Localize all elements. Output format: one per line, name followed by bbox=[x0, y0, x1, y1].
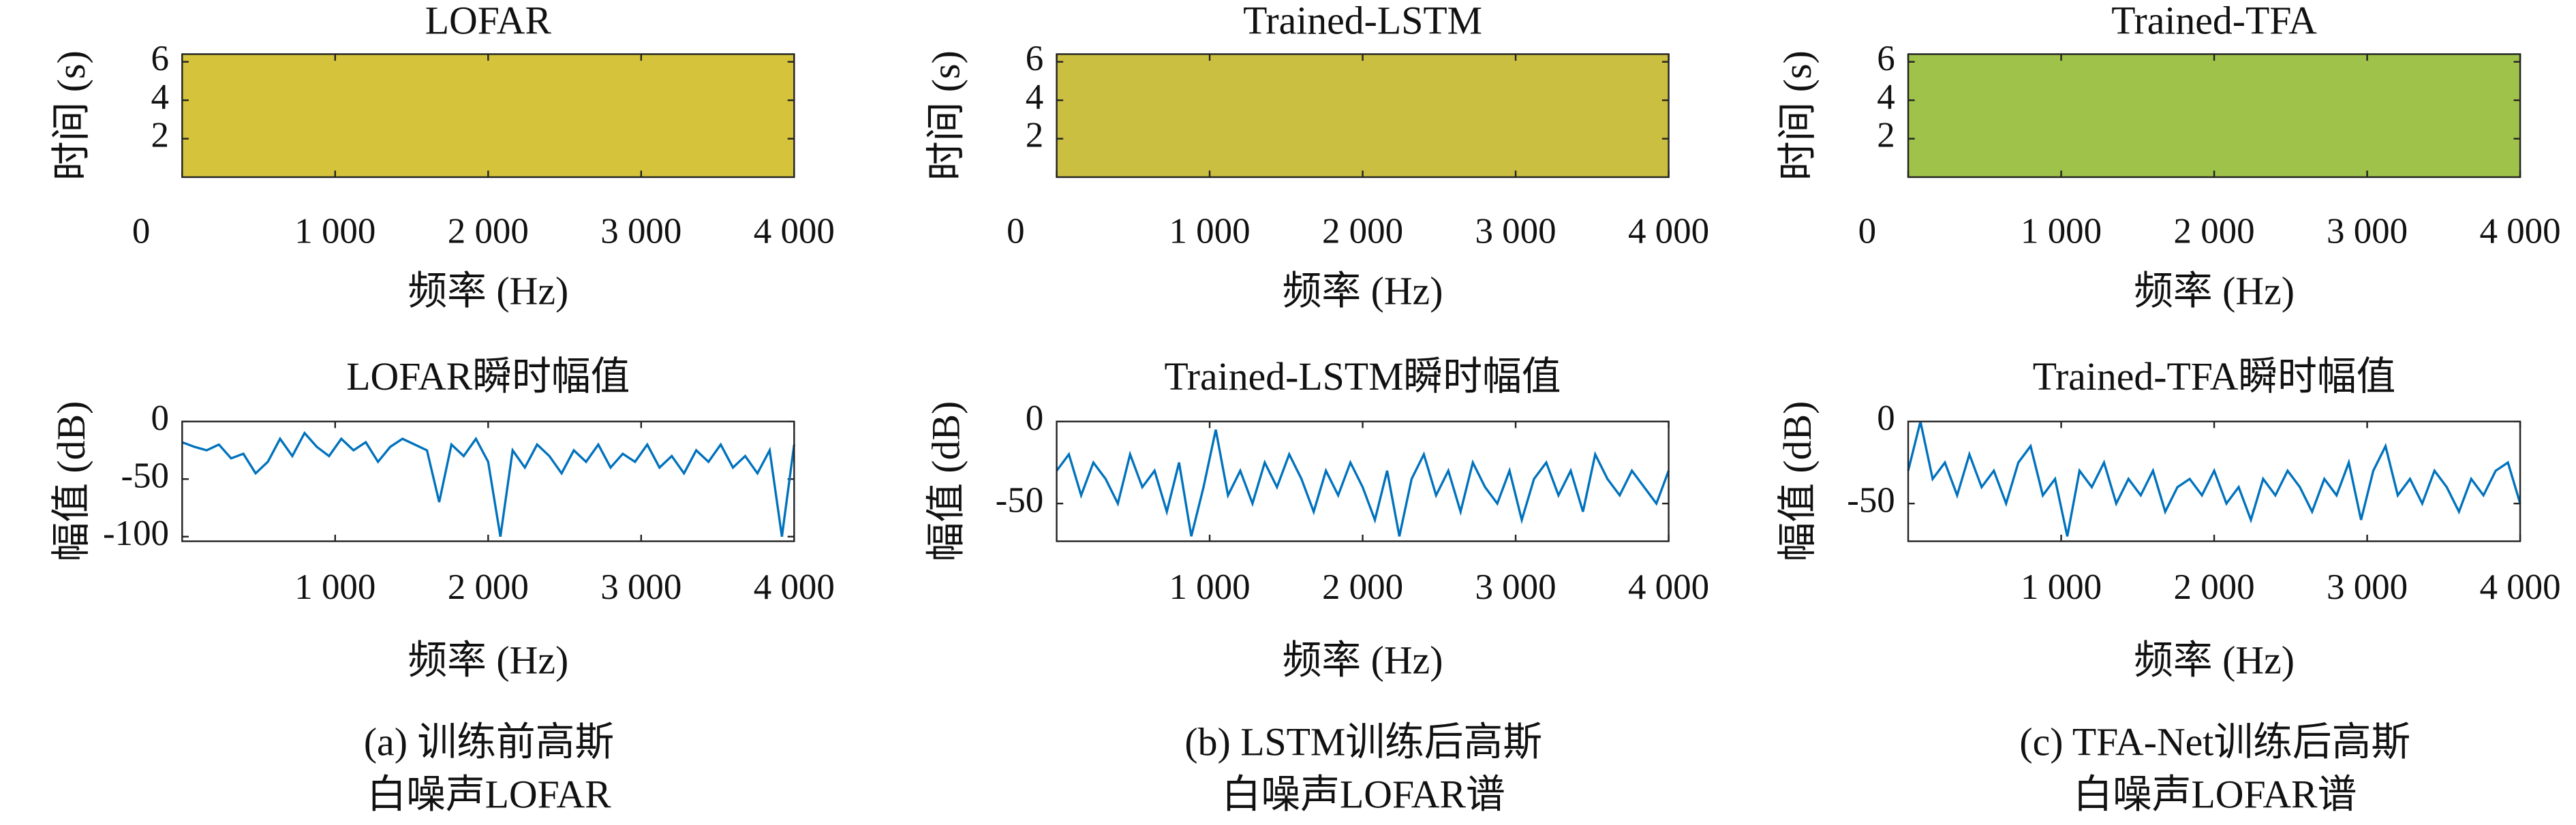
x-tick-label: 4 000 bbox=[754, 211, 835, 251]
x-tick-label: 4 000 bbox=[1628, 567, 1709, 607]
y-tick-label: -100 bbox=[103, 514, 169, 553]
x-tick-label: 3 000 bbox=[600, 567, 681, 607]
plot-frame bbox=[1056, 53, 1670, 178]
heatmap bbox=[182, 54, 795, 178]
x-tick-label: 1 000 bbox=[1169, 567, 1250, 607]
x-tick-label: 3 000 bbox=[1475, 211, 1556, 251]
chart-title: Trained-LSTM瞬时幅值 bbox=[1165, 356, 1561, 399]
chart-title: Trained-TFA瞬时幅值 bbox=[2033, 356, 2396, 399]
y-tick-label: 2 bbox=[151, 116, 169, 155]
x-tick-label: 1 000 bbox=[2021, 567, 2102, 607]
plot-frame bbox=[1056, 420, 1670, 542]
caption: (c) TFA-Net训练后高斯 bbox=[2019, 721, 2410, 764]
x-axis-label: 频率 (Hz) bbox=[408, 270, 568, 313]
y-tick-label: 6 bbox=[1877, 39, 1895, 78]
x-tick-label: 3 000 bbox=[600, 211, 681, 251]
y-tick-label: 6 bbox=[1026, 39, 1043, 78]
caption: (a) 训练前高斯 bbox=[364, 721, 614, 764]
y-tick-label: 2 bbox=[1877, 116, 1895, 155]
x-tick-label: 2 000 bbox=[2173, 211, 2254, 251]
x-tick-label: 4 000 bbox=[2479, 211, 2560, 251]
x-axis-label: 频率 (Hz) bbox=[408, 639, 568, 682]
x-tick-label: 3 000 bbox=[2327, 211, 2408, 251]
x-tick-label: 2 000 bbox=[2173, 567, 2254, 607]
x-axis-label: 频率 (Hz) bbox=[1283, 270, 1443, 313]
y-tick-label: -50 bbox=[996, 480, 1044, 520]
y-tick-label: -50 bbox=[121, 456, 169, 495]
y-tick-label: -50 bbox=[1847, 480, 1895, 520]
x-tick-label: 3 000 bbox=[2327, 567, 2408, 607]
x-tick-label: 2 000 bbox=[1322, 567, 1403, 607]
x-tick-label: 2 000 bbox=[448, 211, 529, 251]
x-tick-label: 4 000 bbox=[754, 567, 835, 607]
y-axis-label: 时间 (s) bbox=[1777, 50, 1820, 181]
y-tick-label: 4 bbox=[151, 77, 169, 116]
y-axis-label: 幅值 (dB) bbox=[925, 401, 968, 562]
heatmap bbox=[1908, 54, 2521, 178]
line-series bbox=[1056, 429, 1670, 537]
y-axis-label: 幅值 (dB) bbox=[1777, 401, 1820, 562]
x-tick-label: 0 bbox=[132, 211, 150, 251]
y-tick-label: 6 bbox=[151, 39, 169, 78]
x-tick-label: 2 000 bbox=[448, 567, 529, 607]
x-tick-label: 1 000 bbox=[294, 567, 375, 607]
y-tick-label: 4 bbox=[1026, 77, 1043, 116]
x-tick-label: 1 000 bbox=[1169, 211, 1250, 251]
x-axis-label: 频率 (Hz) bbox=[2134, 639, 2295, 682]
y-axis-label: 时间 (s) bbox=[50, 50, 93, 181]
chart-title: Trained-TFA bbox=[2111, 0, 2317, 42]
line-series bbox=[1907, 421, 2521, 537]
caption: (b) LSTM训练后高斯 bbox=[1184, 721, 1542, 764]
y-axis-label: 时间 (s) bbox=[925, 50, 968, 181]
caption: 白噪声LOFAR bbox=[367, 774, 611, 817]
y-tick-label: 0 bbox=[1877, 399, 1895, 438]
plot-frame bbox=[1907, 420, 2521, 542]
line-series bbox=[181, 431, 795, 537]
x-tick-label: 0 bbox=[1007, 211, 1024, 251]
x-tick-label: 1 000 bbox=[294, 211, 375, 251]
chart-title: LOFAR瞬时幅值 bbox=[346, 356, 630, 399]
y-tick-label: 0 bbox=[151, 399, 169, 438]
x-tick-label: 4 000 bbox=[1628, 211, 1709, 251]
y-tick-label: 0 bbox=[1026, 399, 1043, 438]
chart-title: LOFAR bbox=[425, 0, 552, 42]
y-tick-label: 4 bbox=[1877, 77, 1895, 116]
plot-frame bbox=[1907, 53, 2521, 178]
x-axis-label: 频率 (Hz) bbox=[1283, 639, 1443, 682]
caption: 白噪声LOFAR谱 bbox=[2073, 774, 2357, 817]
plot-frame bbox=[181, 53, 795, 178]
plot-frame bbox=[181, 420, 795, 542]
chart-title: Trained-LSTM bbox=[1243, 0, 1482, 42]
x-tick-label: 3 000 bbox=[1475, 567, 1556, 607]
x-axis-label: 频率 (Hz) bbox=[2134, 270, 2295, 313]
y-axis-label: 幅值 (dB) bbox=[50, 401, 93, 562]
y-tick-label: 2 bbox=[1026, 116, 1043, 155]
caption: 白噪声LOFAR谱 bbox=[1222, 774, 1505, 817]
heatmap bbox=[1056, 54, 1669, 178]
x-tick-label: 2 000 bbox=[1322, 211, 1403, 251]
x-tick-label: 0 bbox=[1858, 211, 1876, 251]
x-tick-label: 4 000 bbox=[2479, 567, 2560, 607]
x-tick-label: 1 000 bbox=[2021, 211, 2102, 251]
